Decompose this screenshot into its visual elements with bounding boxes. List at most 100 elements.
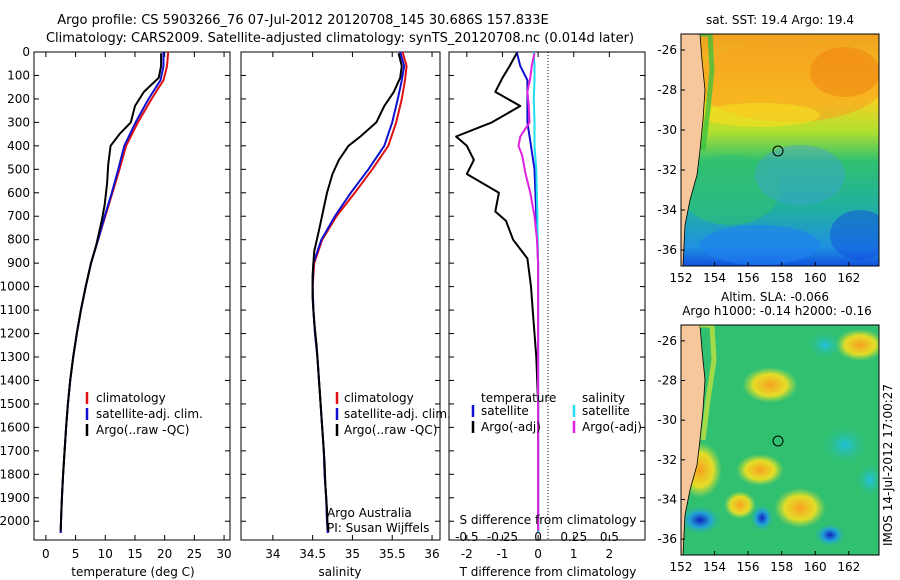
y-tick-label: 500 — [7, 162, 30, 176]
x-tick-label: 1 — [570, 547, 578, 561]
x-tick-label: -2 — [461, 547, 473, 561]
s-difference-label: S difference from climatology — [460, 513, 637, 527]
legend-t-argo: Argo(-adj) — [481, 420, 541, 434]
s-tick-label: -0.25 — [487, 530, 518, 544]
difference-legend-salinity: salinity satellite Argo(-adj) — [572, 391, 642, 434]
y-tick-label: 1800 — [0, 467, 30, 481]
temperature-xlabel: temperature (deg C) — [71, 565, 194, 579]
x-tick-label: 25 — [187, 547, 202, 561]
lon-tick-label: 160 — [804, 560, 827, 574]
lon-tick-label: 154 — [703, 560, 726, 574]
y-tick-label: 1400 — [0, 373, 30, 387]
salinity-profiles — [311, 51, 408, 534]
y-tick-label: 2000 — [0, 514, 30, 528]
title-line-2: Climatology: CARS2009. Satellite-adjuste… — [46, 31, 634, 46]
temperature-legend: climatology satellite-adj. clim. Argo(..… — [85, 391, 203, 437]
y-tick-label: 900 — [7, 256, 30, 270]
s-tick-label: 0 — [534, 530, 542, 544]
lat-tick-label: -30 — [657, 413, 677, 427]
temperature-x-axis: 0 5 10 15 20 25 30 — [42, 52, 232, 561]
annotation-pi: PI: Susan Wijffels — [327, 521, 429, 535]
x-tick-label: 20 — [157, 547, 172, 561]
sla-map-frame — [680, 324, 880, 556]
sla-map-title-2: Argo h1000: -0.14 h2000: -0.16 — [682, 304, 872, 318]
lon-tick-label: 160 — [804, 271, 827, 285]
sla-map-title-1: Altim. SLA: -0.066 — [721, 290, 829, 304]
x-tick-label: 35.5 — [379, 547, 406, 561]
legend-argo: Argo(..raw -QC) — [344, 423, 437, 437]
y-tick-label: 1900 — [0, 491, 30, 505]
temperature-panel: 0100200300400500600700800900100011001200… — [0, 45, 232, 579]
y-tick-label: 1600 — [0, 420, 30, 434]
x-tick-label: 0 — [42, 547, 50, 561]
s-tick-label: 0.5 — [600, 530, 619, 544]
temperature-profiles — [59, 51, 170, 534]
sst-map-title: sat. SST: 19.4 Argo: 19.4 — [706, 13, 854, 27]
series-salinity-argo-adj- — [517, 52, 540, 531]
x-tick-label: 30 — [216, 547, 231, 561]
imos-timestamp: IMOS 14-Jul-2012 17:00:27 — [881, 384, 895, 546]
t-difference-xlabel: T difference from climatology — [459, 565, 637, 579]
series-climatology — [59, 51, 170, 534]
lon-tick-label: 154 — [703, 271, 726, 285]
salinity-legend: climatology satellite-adj. clim. Argo(..… — [335, 391, 451, 437]
depth-axis: 0 100 200 300 400 500 600 700 800 900 1000 1100 1200… — [0, 45, 230, 528]
sla-argo-marker — [772, 435, 784, 447]
sst-map: sat. SST: 19.4 Argo: 19.4 152 154 156 158 16… — [657, 13, 880, 285]
s-tick-label: -0.5 — [455, 530, 478, 544]
salinity-x-axis: 34 34.5 35 35.5 36 — [265, 52, 440, 561]
series-argo-raw-qc- — [311, 52, 403, 531]
x-tick-label: 34.5 — [299, 547, 326, 561]
temperature-axes-box — [33, 51, 231, 541]
difference-axes-box — [448, 51, 646, 541]
y-tick-label: 0 — [22, 45, 30, 59]
series-satellite-adj-clim- — [59, 52, 165, 534]
x-tick-label: 5 — [72, 547, 80, 561]
lat-tick-label: -34 — [657, 492, 677, 506]
lon-tick-label: 162 — [837, 271, 860, 285]
legend-climatology: climatology — [344, 391, 414, 405]
y-tick-label: 300 — [7, 115, 30, 129]
legend-satellite-adj: satellite-adj. clim. — [344, 407, 451, 421]
y-tick-label: 1100 — [0, 303, 30, 317]
x-tick-label: 15 — [127, 547, 142, 561]
legend-temperature-title: temperature — [481, 391, 556, 405]
difference-legend-temperature: temperature satellite Argo(-adj) — [471, 391, 556, 434]
lon-tick-label: 152 — [670, 271, 693, 285]
legend-t-satellite: satellite — [481, 404, 529, 418]
lon-tick-label: 156 — [737, 271, 760, 285]
lat-tick-label: -30 — [657, 123, 677, 137]
lat-tick-label: -36 — [657, 532, 677, 546]
y-tick-label: 700 — [7, 209, 30, 223]
lat-tick-label: -32 — [657, 163, 677, 177]
x-tick-label: -1 — [496, 547, 508, 561]
legend-s-satellite: satellite — [582, 404, 630, 418]
sla-map: Altim. SLA: -0.066 Argo h1000: -0.14 h20… — [657, 290, 880, 574]
difference-profiles — [455, 51, 540, 533]
lat-tick-label: -28 — [657, 374, 677, 388]
lat-tick-label: -32 — [657, 453, 677, 467]
lon-tick-label: 152 — [670, 560, 693, 574]
lat-tick-label: -34 — [657, 203, 677, 217]
series-temperature-argo-adj- — [455, 52, 540, 531]
y-tick-label: 1700 — [0, 444, 30, 458]
annotation-argo-australia: Argo Australia — [327, 506, 412, 520]
s-difference-ticks: -0.5 -0.25 0 0.25 0.5 — [455, 530, 619, 544]
lon-tick-label: 156 — [737, 560, 760, 574]
x-tick-label: 34 — [265, 547, 280, 561]
lon-tick-label: 162 — [837, 560, 860, 574]
legend-climatology: climatology — [96, 391, 166, 405]
x-tick-label: 10 — [98, 547, 113, 561]
salinity-axes-box — [240, 51, 441, 541]
y-tick-label: 200 — [7, 92, 30, 106]
y-tick-label: 800 — [7, 233, 30, 247]
y-tick-label: 400 — [7, 139, 30, 153]
y-tick-label: 1200 — [0, 327, 30, 341]
series-argo-raw-qc- — [59, 53, 163, 531]
lat-tick-label: -28 — [657, 83, 677, 97]
x-tick-label: 36 — [424, 547, 439, 561]
y-tick-label: 1500 — [0, 397, 30, 411]
x-tick-label: 0 — [534, 547, 542, 561]
legend-satellite-adj: satellite-adj. clim. — [96, 407, 203, 421]
